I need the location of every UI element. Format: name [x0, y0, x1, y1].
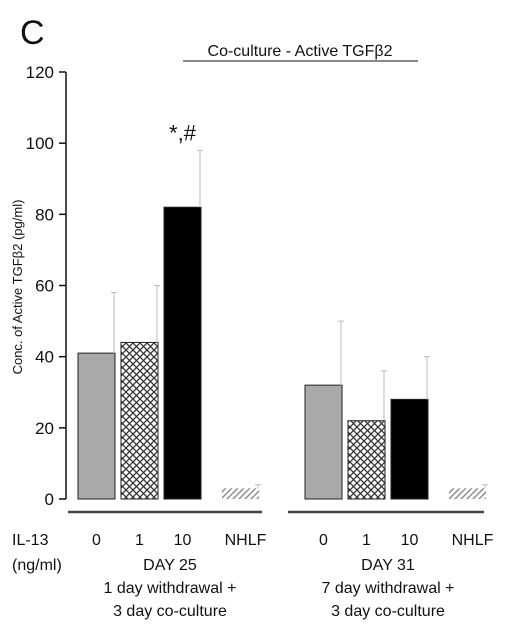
bar-1-1	[347, 420, 386, 500]
group-day: DAY 25	[143, 557, 197, 574]
group-note-line1: 1 day withdrawal +	[104, 580, 237, 597]
bars: *,#	[77, 120, 488, 500]
y-tick-label: 100	[26, 134, 54, 153]
bar-1-0	[304, 384, 343, 500]
chart-title: Co-culture - Active TGFβ2	[208, 43, 393, 60]
bar-0-3	[222, 488, 259, 499]
y-axis: 0 20 40 60 80 100 120	[26, 63, 67, 509]
significance-annotation: *,#	[169, 120, 197, 145]
bar-0-0	[77, 352, 116, 500]
y-tick-label: 60	[35, 277, 54, 296]
group-day: DAY 31	[361, 557, 415, 574]
x-row-label-unit: (ng/ml)	[12, 557, 62, 574]
category-label: NHLF	[225, 532, 267, 549]
group-note-line2: 3 day co-culture	[331, 603, 445, 620]
group-note-line1: 7 day withdrawal +	[322, 580, 455, 597]
x-row-label: IL-13	[12, 532, 49, 549]
y-tick-label: 40	[35, 348, 54, 367]
category-label: 0	[92, 532, 101, 549]
category-label: NHLF	[452, 532, 494, 549]
group-note-line2: 3 day co-culture	[113, 603, 227, 620]
y-tick-label: 20	[35, 419, 54, 438]
category-label: 0	[319, 532, 328, 549]
bar-0-2	[163, 206, 202, 500]
y-tick-label: 80	[35, 205, 54, 224]
category-label: 10	[401, 532, 419, 549]
y-axis-label: Conc. of Active TGFβ2 (pg/ml)	[10, 200, 25, 375]
category-label: 1	[135, 532, 144, 549]
y-tick-label: 120	[26, 63, 54, 82]
category-label: 10	[174, 532, 192, 549]
bar-1-2	[390, 398, 429, 500]
panel-label: C	[20, 14, 45, 52]
bar-1-3	[449, 488, 486, 499]
y-tick-label: 0	[45, 490, 54, 509]
category-label: 1	[362, 532, 371, 549]
bar-0-1	[120, 341, 159, 500]
